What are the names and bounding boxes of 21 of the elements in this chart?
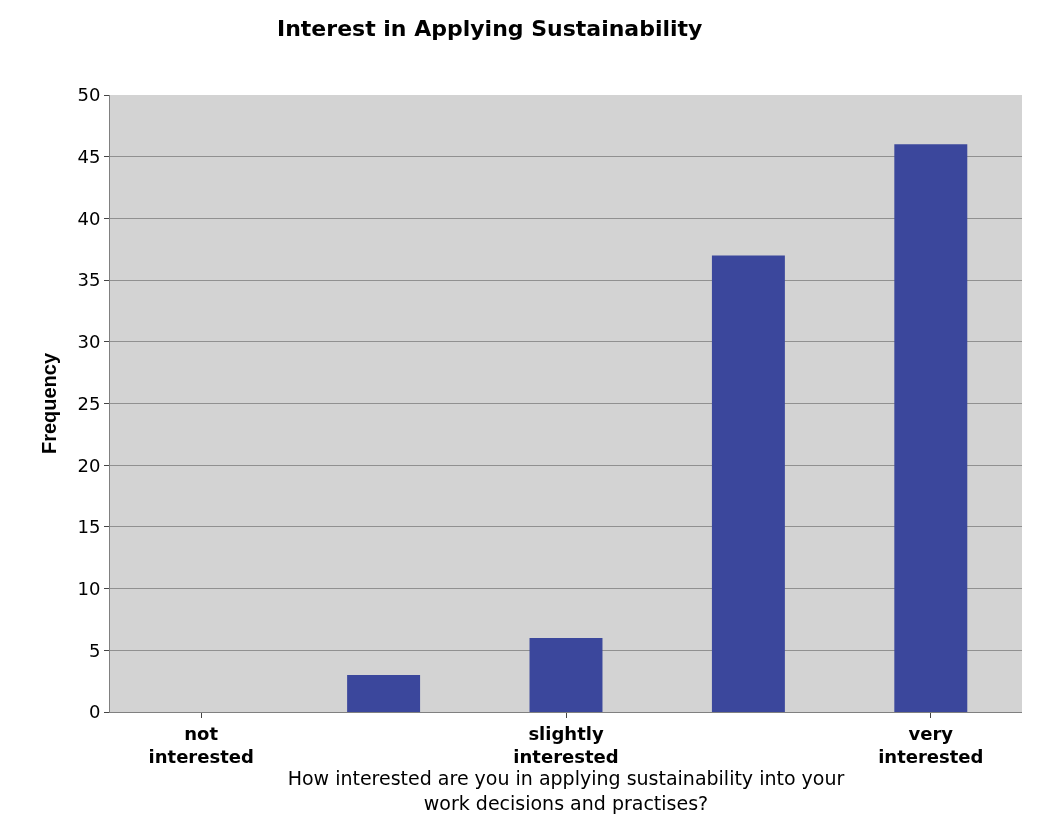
y-tick-label: 35 — [77, 269, 101, 291]
y-axis-title: Frequency — [37, 352, 60, 455]
x-axis-title: How interested are you in applying sustainability into your work decisions and practises? — [287, 767, 845, 814]
x-tick-label: very interested — [878, 722, 984, 767]
y-tick-label: 30 — [77, 331, 101, 353]
y-tick-label: 25 — [77, 392, 101, 414]
bar — [894, 144, 968, 712]
x-tick-label: not interested — [148, 722, 254, 767]
y-tick-label: 45 — [77, 146, 101, 167]
y-tick-label: 5 — [88, 639, 101, 661]
y-tick-label: 40 — [77, 207, 101, 229]
bar — [347, 674, 421, 712]
x-tick-label: slightly interested — [513, 722, 619, 767]
bar — [711, 255, 785, 712]
y-tick-label: 50 — [77, 84, 101, 106]
bar — [529, 637, 603, 712]
y-tick-label: 20 — [77, 454, 101, 476]
y-tick-label: 15 — [77, 516, 101, 538]
y-tick-label: 0 — [88, 701, 101, 723]
y-tick-label: 10 — [77, 577, 101, 599]
chart-title: Interest in Applying Sustainability — [277, 16, 703, 42]
